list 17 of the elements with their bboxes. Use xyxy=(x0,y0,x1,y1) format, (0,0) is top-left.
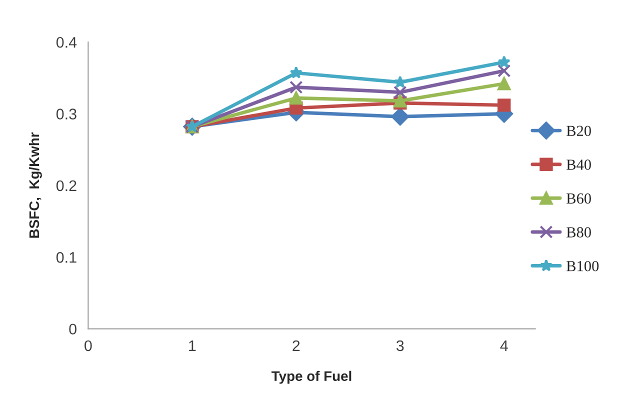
x-axis-title: Type of Fuel xyxy=(272,370,352,384)
x-tick-label: 0 xyxy=(84,340,92,352)
x-tick-label: 1 xyxy=(189,340,196,352)
x-tick-label: 4 xyxy=(500,340,508,352)
y-axis-title: BSFC, Kg/Kwhr xyxy=(28,132,42,238)
x-tick-label: 2 xyxy=(292,340,300,352)
y-tick-label: 0 xyxy=(69,324,76,335)
legend-label: B60 xyxy=(566,193,591,204)
y-tick-label: 0.3 xyxy=(56,108,76,120)
legend-label: B80 xyxy=(566,227,591,238)
legend-label: B100 xyxy=(566,260,599,272)
y-tick-label: 0.2 xyxy=(56,180,76,192)
legend-label: B40 xyxy=(566,160,591,170)
y-tick-label: 0.1 xyxy=(56,252,76,263)
x-tick-label: 3 xyxy=(396,340,404,352)
legend-label: B20 xyxy=(566,126,591,136)
y-tick-label: 0.4 xyxy=(56,36,77,48)
